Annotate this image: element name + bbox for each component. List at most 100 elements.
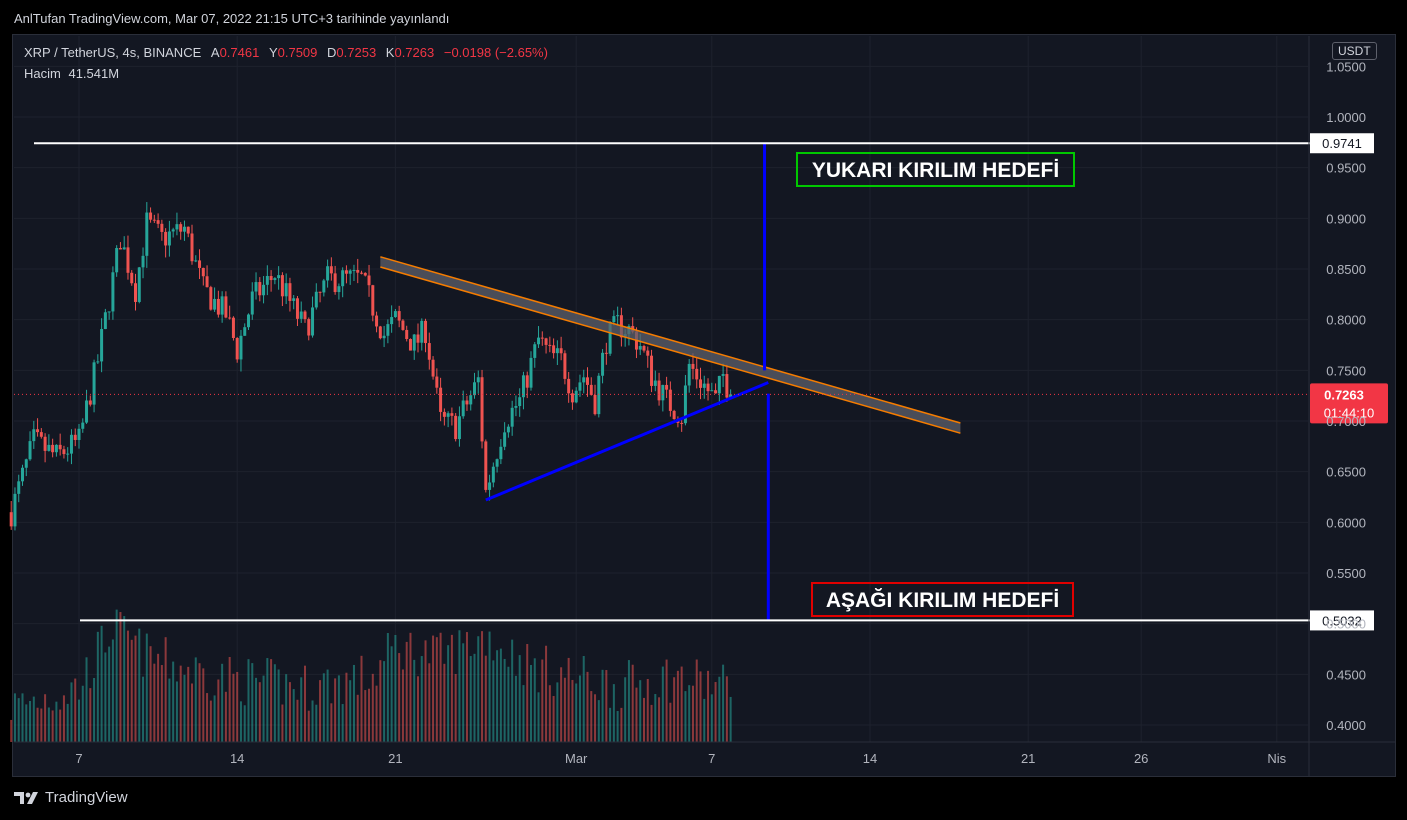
candle-body <box>714 390 718 394</box>
volume-bar <box>206 693 209 742</box>
volume-bar <box>465 632 468 742</box>
volume-bar <box>115 609 118 742</box>
candle-body <box>518 397 522 407</box>
volume-bar <box>492 660 495 742</box>
symbol-name: XRP / TetherUS, 4s, BINANCE <box>24 45 202 60</box>
candlesticks <box>9 202 733 531</box>
y-tick-label: 1.0500 <box>1326 59 1366 74</box>
candle-body <box>220 296 224 315</box>
candle-body <box>307 319 311 336</box>
candle-body <box>66 453 70 455</box>
candle-body <box>231 317 235 338</box>
candle-body <box>393 311 397 318</box>
candle-body <box>213 298 217 310</box>
volume-bar <box>285 674 288 742</box>
y-tick-label: 0.4500 <box>1326 667 1366 682</box>
volume-bar <box>616 711 619 742</box>
candle-body <box>326 266 330 281</box>
candle-body <box>378 326 382 339</box>
volume-bar <box>228 656 231 742</box>
volume-bar <box>307 710 310 742</box>
candle-body <box>205 276 209 288</box>
volume-bar <box>356 694 359 742</box>
volume-bar <box>537 692 540 742</box>
candle-body <box>171 229 175 232</box>
upper-target-label: YUKARI KIRILIM HEDEFİ <box>812 159 1059 182</box>
open-value: 0.7461 <box>219 45 260 60</box>
y-tick-label: 0.9000 <box>1326 211 1366 226</box>
candle-body <box>680 422 684 424</box>
volume-bar <box>643 697 645 742</box>
high-value: 0.7509 <box>277 45 318 60</box>
candle-body <box>657 380 661 401</box>
volume-bar <box>454 673 457 742</box>
y-tick-label: 0.5500 <box>1326 566 1366 581</box>
volume-bar <box>627 660 630 742</box>
candle-body <box>646 350 650 356</box>
channel-bottom-line <box>380 266 961 434</box>
volume-bar <box>691 685 694 742</box>
volume-bar <box>217 679 220 742</box>
candle-body <box>39 432 43 437</box>
volume-bar <box>322 673 325 742</box>
candle-body <box>390 317 394 325</box>
volume-bar <box>62 695 65 742</box>
candle-body <box>499 446 503 460</box>
candle-body <box>503 432 507 447</box>
volume-bar <box>277 669 280 742</box>
candle-body <box>450 413 454 416</box>
volume-bar <box>138 628 141 742</box>
candle-body <box>337 286 341 293</box>
candle-body <box>299 311 303 319</box>
candle-body <box>92 362 96 405</box>
horizontal-levels: 0.9741 0.5032 0.7263 01:44:10 <box>14 133 1388 631</box>
volume-bar <box>326 669 329 742</box>
x-tick-label: 26 <box>1134 751 1148 766</box>
volume-bar <box>661 666 664 742</box>
x-tick-label: 7 <box>75 751 82 766</box>
candle-body <box>118 248 122 250</box>
low-value: 0.7253 <box>336 45 377 60</box>
volume-bar <box>578 675 581 742</box>
candle-body <box>288 283 292 301</box>
volume-bar <box>710 694 713 742</box>
volume-bar <box>191 683 193 742</box>
candle-body <box>382 335 386 339</box>
close-label: K <box>385 45 395 60</box>
candle-body <box>702 383 706 388</box>
volume-bar <box>175 681 178 742</box>
last-price-label: 0.7263 <box>1324 387 1364 402</box>
volume-bar <box>612 684 615 742</box>
volume-bar <box>379 660 382 742</box>
candle-body <box>721 374 725 376</box>
candle-body <box>691 363 695 369</box>
volume-bar <box>232 673 235 742</box>
volume-bar <box>153 663 156 742</box>
volume-bar <box>221 663 224 742</box>
volume-bar <box>639 680 642 742</box>
volume-bar <box>473 653 476 742</box>
candle-body <box>130 272 134 284</box>
y-tick-label: 0.9500 <box>1326 161 1366 176</box>
volume-bar <box>100 625 103 742</box>
volume-bar <box>563 677 566 742</box>
candle-body <box>100 329 104 362</box>
volume-bar <box>168 678 171 742</box>
candle-body <box>457 416 461 440</box>
candle-body <box>322 280 326 293</box>
x-tick-label: 7 <box>708 751 715 766</box>
candle-body <box>137 267 141 302</box>
tradingview-logo-icon <box>14 791 38 804</box>
volume-bar <box>435 637 438 742</box>
candle-body <box>314 291 318 308</box>
volume-bar <box>605 670 608 742</box>
candle-body <box>401 320 405 330</box>
currency-button[interactable]: USDT <box>1332 42 1377 60</box>
y-tick-label: 0.5000 <box>1326 617 1366 632</box>
volume-bar <box>292 689 295 742</box>
volume-bar <box>394 634 397 742</box>
volume-bar <box>145 633 148 742</box>
volume-bar <box>270 659 273 742</box>
volume-bar <box>729 696 732 742</box>
